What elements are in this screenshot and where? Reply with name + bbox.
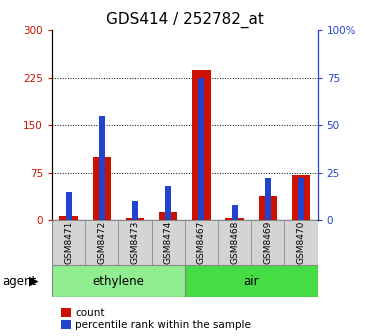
Bar [152,220,185,265]
Bar [259,196,277,220]
Bar [192,70,211,220]
Bar [265,178,271,220]
Bar [159,212,177,220]
Bar [52,220,85,265]
Bar [126,217,144,220]
Bar [65,192,72,220]
Bar [198,78,204,220]
Text: agent: agent [2,275,36,288]
Text: GSM8471: GSM8471 [64,221,73,264]
Bar [52,265,185,297]
Bar [59,216,78,220]
Text: GSM8473: GSM8473 [131,221,139,264]
Bar [251,220,285,265]
Text: GSM8470: GSM8470 [296,221,306,264]
Text: GSM8467: GSM8467 [197,221,206,264]
Bar [285,220,318,265]
Text: GSM8469: GSM8469 [263,221,272,264]
Bar [85,220,119,265]
Bar [298,178,304,220]
Bar [119,220,152,265]
Text: air: air [243,275,259,288]
Bar [165,186,171,220]
Text: GSM8472: GSM8472 [97,221,106,264]
Text: ▶: ▶ [29,275,38,288]
Bar [232,205,238,220]
Bar [132,201,138,220]
Bar [93,157,111,220]
Text: GSM8474: GSM8474 [164,221,173,264]
Text: ethylene: ethylene [92,275,144,288]
Bar [185,220,218,265]
Legend: count, percentile rank within the sample: count, percentile rank within the sample [57,304,255,334]
Text: GSM8468: GSM8468 [230,221,239,264]
Text: GDS414 / 252782_at: GDS414 / 252782_at [106,12,264,28]
Bar [185,265,318,297]
Bar [292,174,310,220]
Bar [99,116,105,220]
Bar [226,218,244,220]
Bar [218,220,251,265]
